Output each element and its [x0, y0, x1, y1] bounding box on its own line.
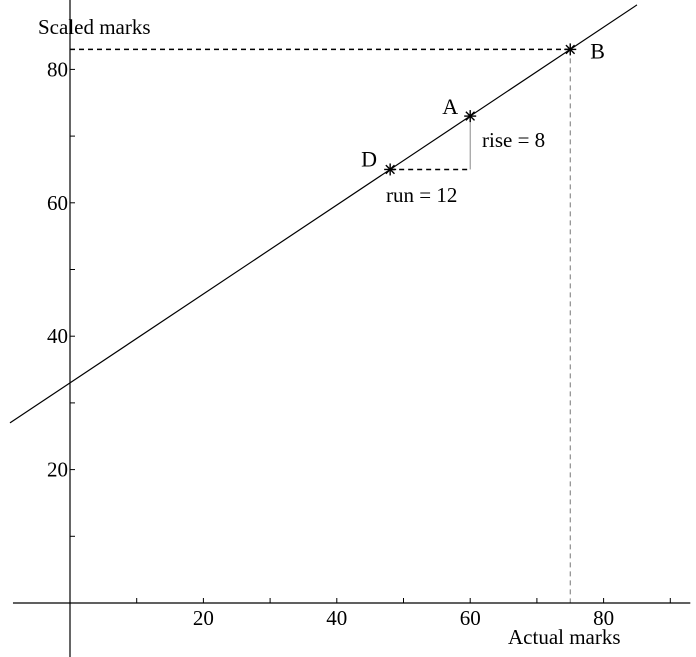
y-tick-label-40: 40: [47, 324, 68, 348]
x-tick-label-60: 60: [460, 606, 481, 630]
x-tick-label-20: 20: [193, 606, 214, 630]
y-axis-title: Scaled marks: [38, 15, 151, 39]
run-label: run = 12: [386, 183, 457, 207]
x-axis-title: Actual marks: [508, 625, 621, 649]
guide-lines: [70, 48, 571, 603]
point-a-marker: [464, 110, 477, 123]
y-tick-label-20: 20: [47, 458, 68, 482]
x-ticks: [136, 598, 671, 603]
axes: 20 40 60 80 20 40 60 80: [12, 0, 691, 657]
point-d-label: D: [361, 146, 377, 171]
x-tick-label-40: 40: [326, 606, 347, 630]
rise-label: rise = 8: [482, 128, 545, 152]
x-tick-labels: 20 40 60 80: [193, 606, 614, 630]
y-ticks: [70, 68, 75, 537]
point-b-marker: [564, 43, 577, 56]
point-a-label: A: [442, 94, 458, 119]
y-tick-labels: 20 40 60 80: [47, 57, 68, 481]
y-tick-label-60: 60: [47, 191, 68, 215]
x-tick-label-80: 80: [593, 606, 614, 630]
y-tick-label-80: 80: [47, 57, 68, 81]
scaling-line: [9, 4, 638, 424]
point-b-label: B: [590, 38, 605, 63]
points: A B D: [361, 38, 605, 176]
point-d-marker: [384, 163, 397, 176]
